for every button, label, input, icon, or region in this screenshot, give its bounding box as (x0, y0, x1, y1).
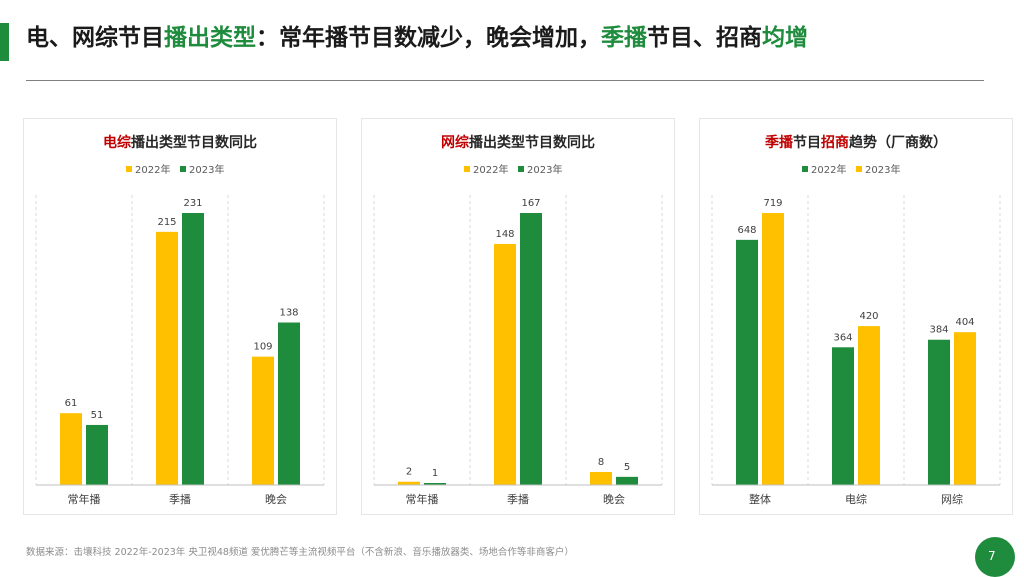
category-label: 整体 (749, 492, 771, 506)
chart-bar (86, 424, 108, 485)
chart-title-segment: 节目 (793, 134, 821, 151)
bar-value-label: 138 (279, 308, 298, 319)
bar-value-label: 364 (833, 332, 852, 343)
chart-bar (736, 239, 758, 485)
chart-bar (278, 322, 300, 485)
legend-swatch (802, 166, 808, 172)
chart-legend: 2022年 2023年 (464, 163, 562, 176)
bar-value-label: 5 (624, 462, 630, 473)
chart-bar (60, 413, 82, 485)
chart-title-segment: 趋势（厂商数） (849, 134, 947, 151)
chart-bar (520, 213, 542, 485)
bar-value-label: 1 (432, 468, 438, 479)
bar-value-label: 2 (406, 467, 412, 478)
legend-swatch (180, 166, 186, 172)
chart-title: 电综播出类型节目数同比 (103, 134, 257, 151)
chart-legend: 2022年 2023年 (126, 163, 224, 176)
chart-title-segment: 季播 (764, 134, 794, 151)
bar-value-label: 8 (598, 457, 604, 468)
chart-title-segment: 播出类型节目数同比 (131, 134, 257, 151)
chart-bar (398, 481, 420, 485)
category-label: 晚会 (603, 493, 625, 506)
bar-value-label: 61 (65, 398, 78, 409)
chart-seasonal-sponsor-trend: 季播节目招商趋势（厂商数）2022年 2023年648719整体364420电综3… (711, 134, 1001, 506)
chart-bar (762, 213, 784, 485)
bar-value-label: 148 (495, 229, 514, 240)
chart-bar (252, 356, 274, 485)
page-title-segment: 电、网综节目 (26, 25, 164, 51)
chart-panel-seasonal-sponsors: 季播节目招商趋势（厂商数） 2022年 2023年 648 719 整体 364 420 电综 3… (699, 118, 1013, 515)
bar-value-label: 648 (737, 225, 756, 236)
chart-bar (182, 213, 204, 485)
chart-panel-tv-variety: 电综播出类型节目数同比 2022年 2023年 61 51 常年播 215 231 季播 109 1… (23, 118, 337, 515)
legend-swatch (518, 166, 524, 172)
chart-title-segment: 招商 (821, 134, 849, 151)
page-number: 7 (988, 549, 996, 563)
legend-label: 2022年 (473, 163, 508, 176)
chart-panel-web-variety: 网综播出类型节目数同比 2022年 2023年 2 1 常年播 148 167 季播 8 5 晚会 (361, 118, 675, 515)
bar-value-label: 109 (253, 342, 272, 353)
category-label: 季播 (507, 492, 529, 506)
legend-label: 2022年 (811, 163, 846, 176)
chart-bar (954, 332, 976, 485)
title-accent-bar (0, 23, 9, 61)
bar-value-label: 404 (955, 317, 974, 328)
chart-bar (494, 243, 516, 485)
chart-title: 季播节目招商趋势（厂商数） (764, 134, 947, 151)
page-number-badge (975, 537, 1015, 577)
bar-value-label: 384 (929, 325, 948, 336)
legend-label: 2023年 (527, 163, 562, 176)
chart-legend: 2022年 2023年 (802, 163, 900, 176)
page-title-segment: 均增 (762, 25, 808, 51)
chart-title: 网综播出类型节目数同比 (441, 134, 595, 151)
legend-label: 2023年 (189, 163, 224, 176)
chart-bar (156, 231, 178, 485)
page-title-segment: 播出类型 (164, 25, 256, 51)
category-label: 常年播 (68, 492, 101, 506)
page-title-segment: 节目、招商 (647, 25, 762, 51)
category-label: 电综 (845, 492, 867, 506)
page-title: 电、网综节目播出类型：常年播节目数减少，晚会增加，季播节目、招商均增 (26, 18, 808, 58)
category-label: 常年播 (406, 492, 439, 506)
chart-title-segment: 电综 (103, 134, 131, 151)
chart-web-variety-program-types: 网综播出类型节目数同比 2022年 2023年 2 1 常年播 148 167 季播 8 5 晚会 (373, 134, 663, 506)
data-source-note: 数据来源：击壤科技 2022年-2023年 央卫视48频道 爱优腾芒等主流视频平… (26, 547, 574, 558)
chart-bar (616, 476, 638, 485)
chart-title-segment: 播出类型节目数同比 (469, 134, 595, 151)
chart-bar (928, 339, 950, 485)
chart-bar (832, 347, 854, 485)
category-label: 网综 (941, 492, 963, 506)
page-title-segment: 季播 (601, 25, 647, 51)
legend-swatch (464, 166, 470, 172)
bar-value-label: 231 (183, 198, 202, 209)
legend-label: 2023年 (865, 163, 900, 176)
chart-bar (590, 471, 612, 485)
legend-label: 2022年 (135, 163, 170, 176)
bar-value-label: 719 (763, 198, 782, 209)
bar-value-label: 51 (91, 410, 104, 421)
category-label: 季播 (169, 492, 191, 506)
bar-value-label: 167 (521, 198, 540, 209)
category-label: 晚会 (265, 493, 287, 506)
chart-bar (858, 326, 880, 485)
chart-title-segment: 网综 (441, 134, 469, 151)
chart-bar (424, 483, 446, 485)
title-divider (26, 80, 984, 81)
bar-value-label: 215 (157, 217, 176, 228)
legend-swatch (856, 166, 862, 172)
bar-value-label: 420 (859, 311, 878, 322)
chart-tv-variety-program-types: 电综播出类型节目数同比 2022年 2023年 61 51 常年播 215 231 季播 109 1… (35, 134, 325, 506)
legend-swatch (126, 166, 132, 172)
page-title-segment: ：常年播节目数减少，晚会增加， (256, 25, 601, 51)
